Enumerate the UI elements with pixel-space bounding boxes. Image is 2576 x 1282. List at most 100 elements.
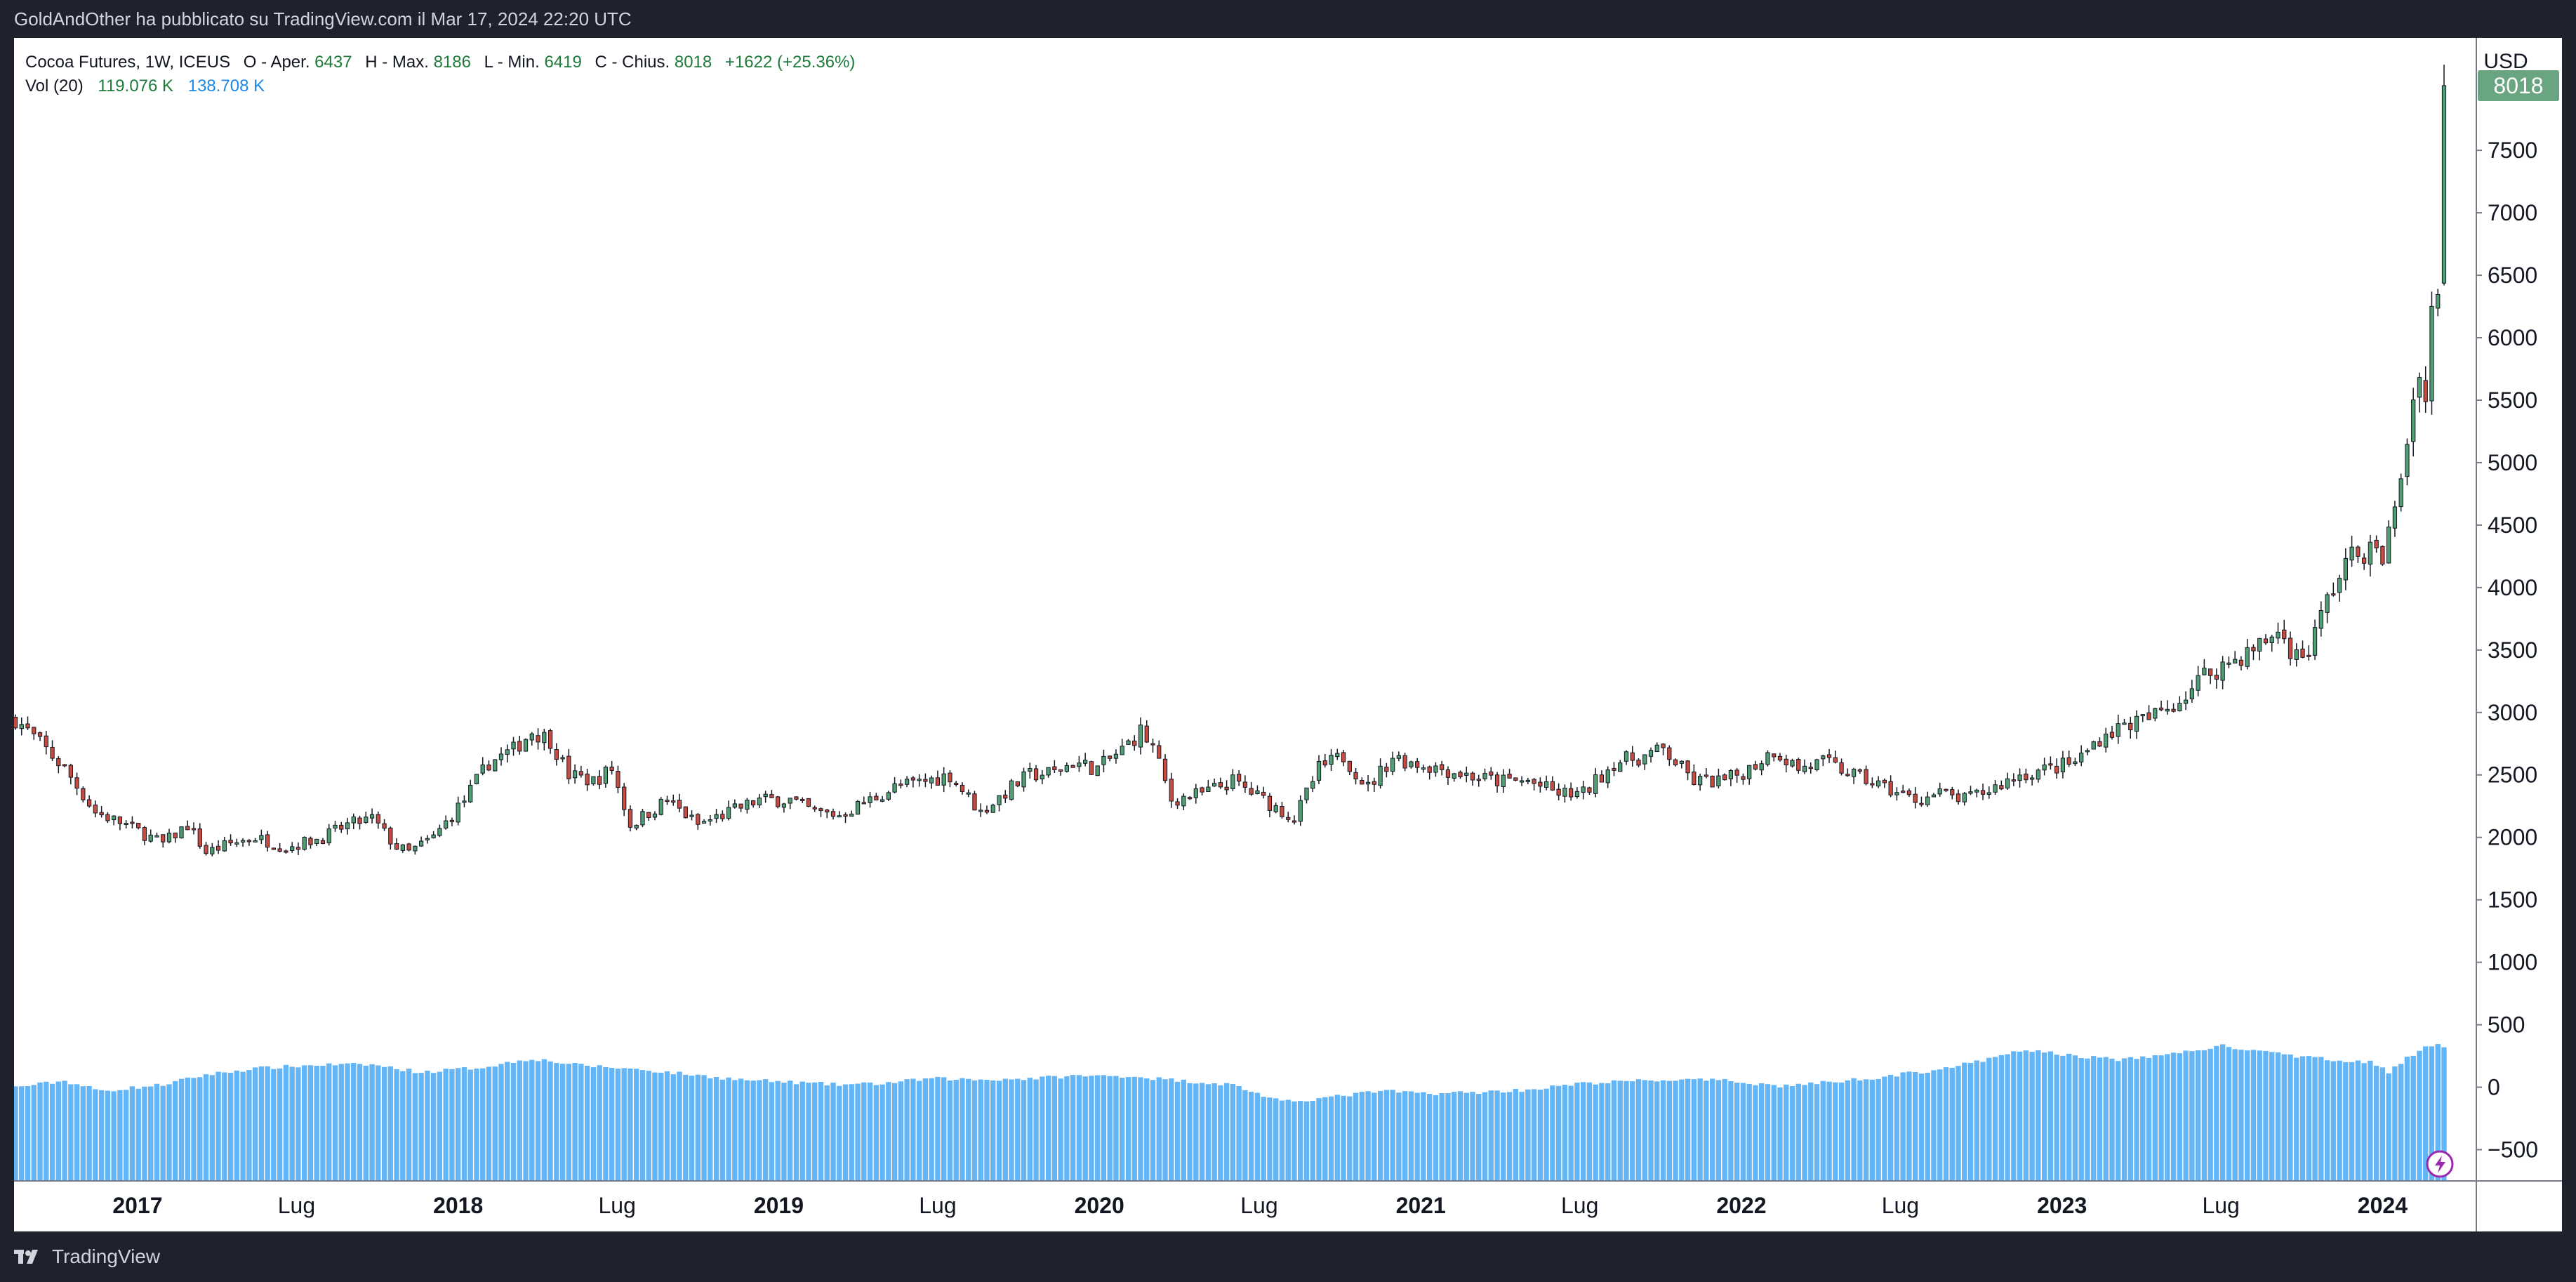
volume-bar [1390, 1090, 1395, 1181]
volume-bar [1076, 1075, 1082, 1181]
candle-down [2300, 648, 2305, 658]
volume-bar [2029, 1052, 2035, 1181]
candle-down [1015, 781, 1020, 786]
volume-bar [461, 1067, 467, 1181]
lightning-icon[interactable] [2426, 1150, 2454, 1178]
candle-up [1618, 762, 1623, 772]
candle-down [191, 828, 197, 831]
candle-down [776, 796, 781, 807]
candle-up [1851, 769, 1857, 777]
candle-up [1304, 787, 1309, 800]
candle-down [1630, 752, 1635, 761]
candle-down [794, 796, 799, 800]
volume-bar [437, 1071, 443, 1181]
volume-bar [2134, 1059, 2139, 1181]
candle-up [2257, 637, 2262, 652]
candle-up [855, 800, 861, 815]
volume-bar [609, 1068, 615, 1181]
candle-up [1519, 780, 1525, 783]
candle-down [1661, 744, 1666, 748]
volume-bar [639, 1070, 646, 1181]
volume-bar [1211, 1083, 1217, 1181]
candle-up [1962, 793, 1967, 802]
candle-down [1470, 772, 1475, 781]
volume-bar [498, 1064, 504, 1181]
candle-down [388, 827, 393, 845]
chart-frame: −500 0 500 1000 1500 2000 2500 3000 3500 4000 4500… [13, 38, 2562, 1231]
time-tick-label: Lug [1561, 1193, 1598, 1218]
candle-up [2104, 733, 2109, 748]
candle-down [800, 798, 805, 801]
candle-up [2153, 708, 2158, 719]
candle-down [142, 827, 147, 841]
candle-down [622, 786, 627, 810]
volume-bar [1967, 1062, 1974, 1181]
volume-bar [2127, 1057, 2133, 1181]
volume-bar [799, 1081, 805, 1181]
volume-bar [1537, 1090, 1543, 1181]
candle-up [2226, 662, 2231, 665]
time-tick-label: Lug [919, 1193, 956, 1218]
candle-up [2177, 703, 2182, 712]
candle-down [843, 814, 848, 817]
volume-bar [1986, 1057, 1992, 1181]
volume-bar [117, 1090, 123, 1181]
volume-bar [2238, 1050, 2244, 1181]
candle-up [1120, 746, 1124, 755]
legend-high-value: 8186 [434, 53, 471, 72]
candle-up [2405, 444, 2410, 477]
candle-down [2171, 708, 2176, 712]
candle-down [1402, 755, 1407, 769]
volume-bar [1070, 1075, 1076, 1181]
volume-bar [1476, 1093, 1482, 1181]
volume-bar [1715, 1080, 1722, 1181]
volume-bar [49, 1083, 55, 1181]
candle-down [1415, 761, 1420, 768]
volume-bar [154, 1083, 160, 1181]
volume-bar [2103, 1057, 2109, 1181]
last-price-value: 8018 [2493, 73, 2543, 98]
volume-bar [1150, 1080, 1156, 1181]
volume-bar [326, 1063, 332, 1181]
volume-bar [412, 1073, 418, 1181]
volume-bar [830, 1082, 836, 1181]
candle-up [290, 846, 295, 851]
candle-down [1888, 781, 1893, 795]
volume-bar [547, 1061, 553, 1181]
volume-bar [68, 1084, 74, 1181]
volume-bar [978, 1079, 983, 1181]
volume-bar [732, 1080, 738, 1181]
candle-down [1242, 781, 1248, 788]
volume-bar [1040, 1076, 1045, 1181]
volume-bar [2312, 1057, 2318, 1181]
volume-bar [406, 1069, 412, 1181]
candle-up [1679, 760, 1684, 764]
candle-down [628, 809, 633, 828]
chart-svg[interactable]: −500 0 500 1000 1500 2000 2500 3000 3500 4000 4500… [13, 38, 2562, 1231]
volume-bar [1205, 1084, 1211, 1181]
tradingview-brand[interactable]: TradingView [14, 1241, 160, 1272]
candle-down [50, 746, 55, 759]
candle-up [1433, 765, 1438, 773]
volume-bar [523, 1061, 529, 1181]
volume-bar [2435, 1044, 2441, 1181]
candle-down [972, 793, 977, 811]
candle-up [904, 779, 910, 785]
candle-up [19, 724, 24, 729]
candle-up [640, 811, 645, 826]
volume-bar [966, 1078, 971, 1181]
candle-up [1273, 805, 1278, 812]
candle-up [1126, 740, 1131, 745]
volume-bar [559, 1064, 566, 1181]
volume-bar [2355, 1060, 2361, 1181]
volume-bar [98, 1090, 105, 1181]
volume-bar [2214, 1045, 2219, 1181]
volume-bar [1943, 1067, 1949, 1181]
volume-bar [1777, 1087, 1783, 1181]
volume-bar [1550, 1085, 1555, 1181]
volume-bar [886, 1082, 891, 1181]
volume-bar [806, 1083, 811, 1181]
candle-down [1777, 755, 1783, 760]
candle-down [1427, 766, 1432, 773]
volume-bar [13, 1086, 18, 1181]
